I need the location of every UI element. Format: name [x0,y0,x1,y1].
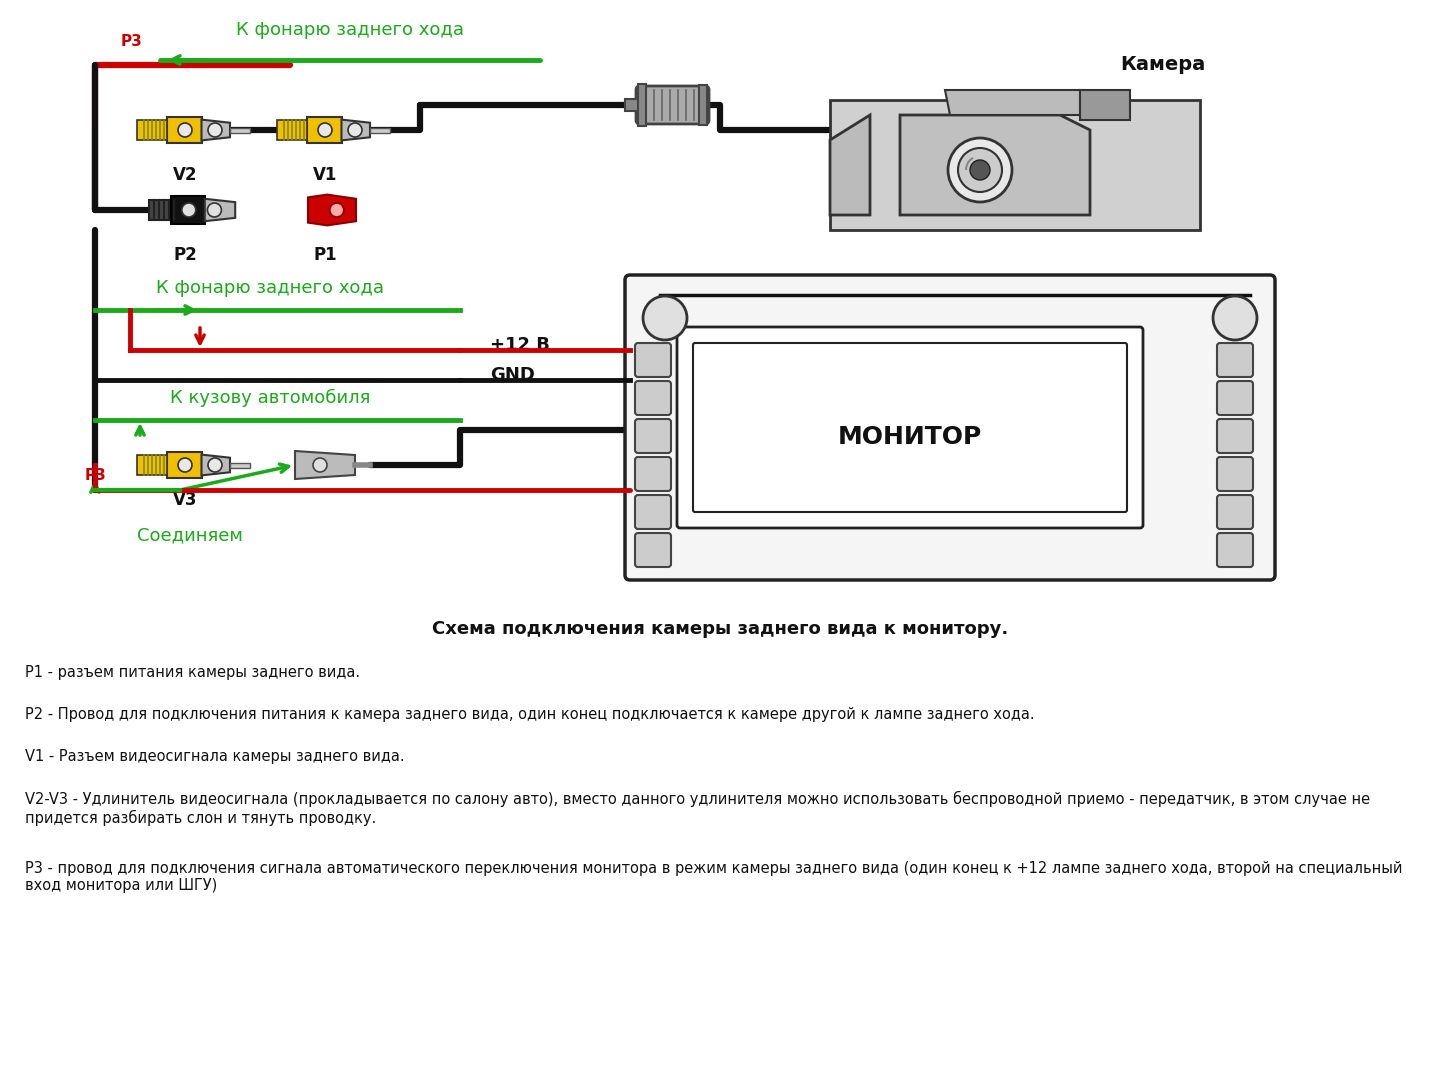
Bar [230,462,251,467]
Bar [698,85,707,125]
Circle shape [179,458,192,472]
Text: Р3 - провод для подключения сигнала автоматического переключения монитора в режи: Р3 - провод для подключения сигнала авто… [24,861,1403,893]
Polygon shape [625,99,639,111]
FancyBboxPatch shape [677,327,1143,528]
Polygon shape [202,120,230,140]
Text: P2 - Провод для подключения питания к камера заднего вида, один конец подключает: P2 - Провод для подключения питания к ка… [24,708,1034,723]
Bar [370,128,390,133]
FancyBboxPatch shape [635,419,671,453]
Text: V2: V2 [173,166,197,184]
Text: Схема подключения камеры заднего вида к монитору.: Схема подключения камеры заднего вида к … [432,620,1008,638]
Polygon shape [204,198,235,221]
Text: К фонарю заднего хода: К фонарю заднего хода [156,279,384,297]
Polygon shape [308,195,356,225]
FancyBboxPatch shape [1217,381,1253,415]
Polygon shape [295,451,356,479]
Polygon shape [945,90,1084,115]
Text: К кузову автомобиля: К кузову автомобиля [170,389,370,407]
Polygon shape [167,117,202,143]
FancyBboxPatch shape [636,86,708,124]
FancyBboxPatch shape [1217,533,1253,567]
Polygon shape [900,115,1090,215]
Circle shape [207,458,222,472]
FancyBboxPatch shape [1217,419,1253,453]
Bar [137,120,167,140]
Polygon shape [1080,90,1130,120]
Text: V2-V3 - Удлинитель видеосигнала (прокладывается по салону авто), вместо данного : V2-V3 - Удлинитель видеосигнала (проклад… [24,791,1369,825]
Circle shape [971,160,991,180]
FancyBboxPatch shape [635,381,671,415]
Text: V3: V3 [173,491,197,509]
Circle shape [958,148,1002,192]
Text: V1 - Разъем видеосигнала камеры заднего вида.: V1 - Разъем видеосигнала камеры заднего … [24,749,405,764]
FancyBboxPatch shape [635,343,671,377]
Circle shape [330,203,344,217]
Circle shape [179,123,192,137]
Text: P3: P3 [121,34,143,49]
Bar [137,455,167,475]
Text: +12 В: +12 В [490,336,550,354]
Circle shape [1212,296,1257,340]
Bar [638,84,647,126]
FancyBboxPatch shape [1217,495,1253,528]
Text: Соединяем: Соединяем [137,526,243,544]
Text: P3: P3 [84,467,107,482]
FancyBboxPatch shape [635,457,671,491]
Bar [230,128,251,133]
FancyBboxPatch shape [693,343,1128,512]
Bar [148,200,171,220]
Circle shape [207,123,222,137]
Polygon shape [341,120,370,140]
Circle shape [348,123,361,137]
Circle shape [181,203,196,217]
Circle shape [948,138,1012,202]
Circle shape [207,203,222,217]
FancyBboxPatch shape [625,276,1274,580]
Text: V1: V1 [312,166,337,184]
Text: К фонарю заднего хода: К фонарю заднего хода [236,21,464,39]
Circle shape [644,296,687,340]
FancyBboxPatch shape [635,533,671,567]
Polygon shape [307,117,341,143]
FancyBboxPatch shape [1217,457,1253,491]
Polygon shape [171,196,204,224]
Polygon shape [829,115,870,215]
Bar [276,120,307,140]
Text: GND: GND [490,366,534,384]
Polygon shape [829,100,1200,230]
Circle shape [318,123,333,137]
Polygon shape [167,452,202,478]
FancyBboxPatch shape [1217,343,1253,377]
Text: P1: P1 [312,245,337,264]
Text: МОНИТОР: МОНИТОР [838,425,982,449]
Polygon shape [202,455,230,475]
Text: P2: P2 [173,245,197,264]
Text: Камера: Камера [1120,56,1205,74]
Circle shape [312,458,327,472]
Text: P1 - разъем питания камеры заднего вида.: P1 - разъем питания камеры заднего вида. [24,665,360,680]
FancyBboxPatch shape [635,495,671,528]
